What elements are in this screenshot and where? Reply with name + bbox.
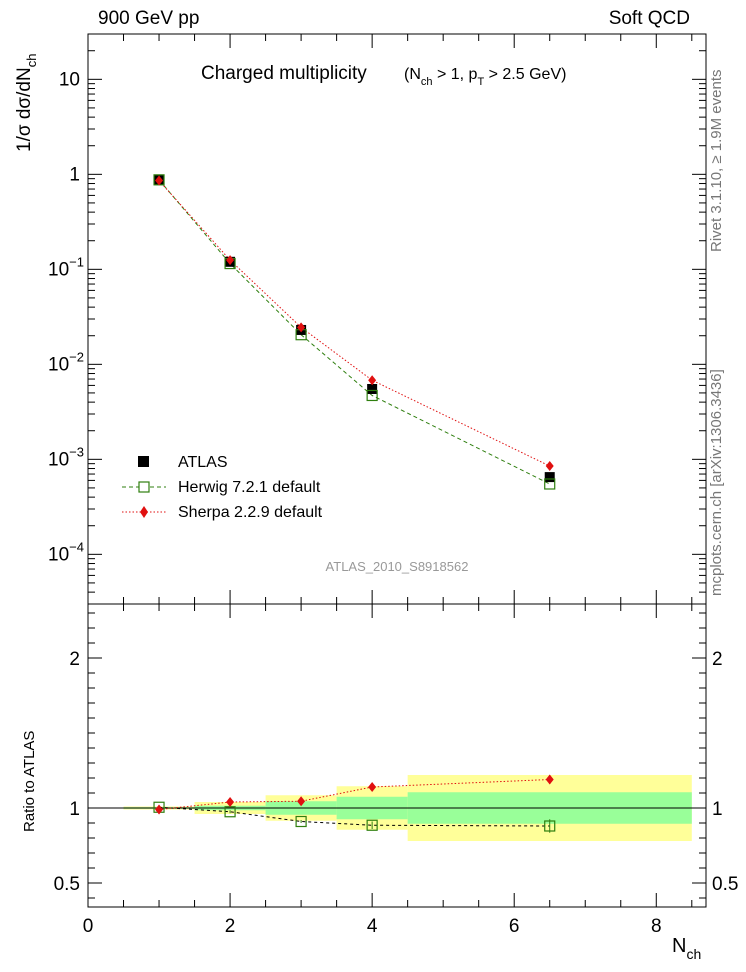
- main-y-tick-label: 10: [59, 69, 80, 90]
- legend-sherpa-marker: [140, 506, 148, 518]
- main-axis-ticks: [87, 33, 706, 605]
- header-right: Soft QCD: [609, 8, 690, 29]
- ratio-sherpa-line: [158, 779, 550, 810]
- ratio-sherpa-point: [155, 804, 164, 815]
- ratio-y-tick-label-left: 0.5: [54, 874, 80, 895]
- sherpa-line: [158, 180, 550, 467]
- atlas-point: [367, 383, 378, 394]
- x-tick-label: 8: [651, 916, 662, 937]
- ratio-y-tick-label-right: 2: [712, 649, 723, 670]
- x-tick-labels: 0 2 4 6 8: [83, 916, 662, 937]
- main-title: Charged multiplicity: [201, 63, 367, 84]
- ratio-y-tick-label-left: 2: [69, 649, 80, 670]
- sherpa-point: [368, 375, 377, 386]
- ratio-frame: [87, 603, 707, 908]
- main-y-tick-label: 10−3: [48, 444, 84, 470]
- ratio-sherpa-point: [368, 782, 377, 792]
- analysis-id: ATLAS_2010_S8918562: [326, 559, 469, 574]
- x-tick-label: 2: [225, 916, 236, 937]
- ratio-panel: Ratio to ATLAS 2 2 1 1 0.5 0.5 0 2 4 6 8 Nch: [21, 603, 739, 962]
- mcplots-label: mcplots.cern.ch [arXiv:1306.3436]: [708, 369, 725, 596]
- ratio-y-tick-label-right: 0.5: [712, 874, 738, 895]
- ratio-y-tick-label-right: 1: [712, 799, 723, 820]
- ratio-herwig-point: [366, 819, 378, 831]
- sherpa-point: [545, 461, 554, 472]
- x-tick-label: 4: [367, 916, 378, 937]
- main-y-tick-labels: 10 1 10−1 10−2 10−3 10−4: [48, 69, 84, 565]
- ratio-sherpa-point: [226, 797, 235, 807]
- main-panel: Charged multiplicity (Nch > 1, pT > 2.5 …: [14, 33, 707, 605]
- main-series: [153, 174, 556, 490]
- herwig-point: [544, 478, 556, 490]
- ratio-sherpa-point: [545, 774, 554, 785]
- sherpa-point: [155, 175, 164, 186]
- ratio-bands: [88, 775, 706, 841]
- ratio-herwig-point: [544, 820, 556, 832]
- ratio-herwig-point: [295, 815, 307, 828]
- herwig-line: [158, 179, 550, 485]
- x-tick-label: 0: [83, 916, 94, 937]
- main-y-tick-label: 10−1: [48, 254, 84, 280]
- x-axis-label: Nch: [672, 935, 701, 962]
- sherpa-point: [297, 322, 306, 333]
- atlas-point: [544, 472, 555, 483]
- main-y-tick-label: 10−4: [48, 539, 84, 565]
- legend-atlas-marker: [138, 456, 149, 467]
- main-title-cut: (Nch > 1, pT > 2.5 GeV): [404, 66, 566, 88]
- ratio-ylabel: Ratio to ATLAS: [21, 731, 38, 832]
- legend: ATLAS Herwig 7.2.1 default Sherpa 2.2.9 …: [122, 454, 323, 521]
- ratio-y-tick-label-left: 1: [69, 799, 80, 820]
- main-ylabel: 1/σ dσ/dNch: [14, 54, 39, 152]
- herwig-point: [366, 389, 378, 402]
- sherpa-point: [226, 255, 235, 266]
- main-y-tick-label: 1: [69, 164, 80, 185]
- x-tick-label: 6: [509, 916, 520, 937]
- legend-atlas-label: ATLAS: [178, 454, 228, 471]
- ratio-y-tick-labels: 2 2 1 1 0.5 0.5: [54, 649, 739, 895]
- legend-herwig-marker: [138, 481, 150, 493]
- header-left: 900 GeV pp: [98, 8, 199, 29]
- legend-sherpa-label: Sherpa 2.2.9 default: [178, 504, 323, 521]
- rivet-label: Rivet 3.1.10, ≥ 1.9M events: [708, 70, 725, 253]
- ratio-axis-ticks: [87, 604, 706, 907]
- ratio-series: [153, 774, 556, 833]
- ratio-sherpa-point: [297, 796, 306, 807]
- main-y-tick-label: 10−2: [48, 349, 84, 375]
- legend-herwig-label: Herwig 7.2.1 default: [178, 479, 321, 496]
